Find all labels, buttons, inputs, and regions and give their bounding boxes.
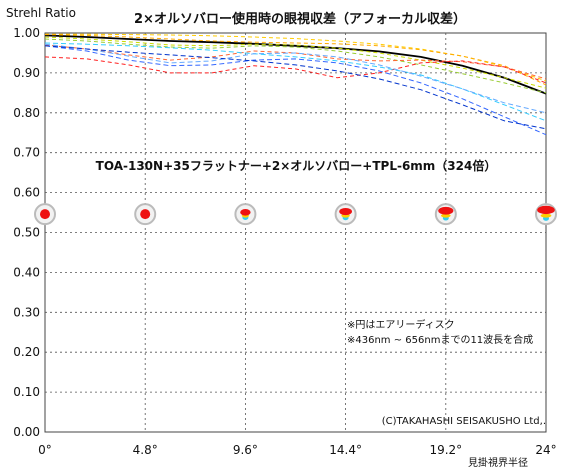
- x-tick-label: 9.6°: [233, 443, 258, 457]
- note-airy-disk: ※円はエアリーディスク: [347, 318, 455, 331]
- series-line: [44, 56, 547, 84]
- series-line: [44, 45, 547, 130]
- y-tick-label: 0.60: [13, 186, 40, 200]
- y-tick-label: 0.40: [13, 265, 40, 279]
- y-tick-labels: 0.00 0.10 0.20 0.30 0.40 0.50 0.60 0.70 0.80 0.90…: [13, 26, 40, 439]
- spot-red: [537, 205, 555, 215]
- x-tick-label: 19.2°: [429, 443, 462, 457]
- spot-yellow: [441, 213, 451, 218]
- series-line: [44, 38, 547, 94]
- series-line: [45, 33, 547, 82]
- x-tick-label: 4.8°: [133, 443, 158, 457]
- spot-diagram: [34, 203, 56, 226]
- x-tick-label: 14.4°: [329, 443, 362, 457]
- y-tick-label: 0.50: [13, 226, 40, 240]
- note-wavelengths: ※436nm ~ 656nmまでの11波長を合成: [347, 333, 533, 346]
- chart-subtitle: TOA-130N+35フラットナー+2×オルソバロー+TPL-6mm（324倍）: [96, 158, 497, 173]
- spot-red: [339, 207, 352, 216]
- x-tick-labels: 0° 4.8° 9.6° 14.4° 19.2° 24°: [38, 443, 556, 457]
- y-axis-label: Strehl Ratio: [6, 6, 76, 20]
- x-tick-label: 0°: [38, 443, 52, 457]
- x-axis-label: 見掛視界半径: [468, 456, 528, 469]
- y-tick-label: 0.70: [13, 146, 40, 160]
- spot-diagram: [234, 203, 257, 226]
- y-tick-label: 0.80: [13, 106, 40, 120]
- y-tick-label: 0.20: [13, 345, 40, 359]
- y-tick-label: 0.90: [13, 66, 40, 80]
- spot-diagrams: [34, 203, 557, 226]
- spot-diagram: [535, 203, 557, 226]
- y-tick-label: 1.00: [13, 26, 40, 40]
- spot-diagram: [334, 203, 357, 226]
- y-tick-label: 0.00: [13, 425, 40, 439]
- copyright-credit: (C)TAKAHASHI SEISAKUSHO Ltd,.: [382, 416, 546, 427]
- spot-yellow: [540, 213, 552, 218]
- series-line: [44, 34, 547, 86]
- series-line: [44, 42, 547, 122]
- spot-diagram: [134, 203, 157, 226]
- spot-red: [240, 209, 251, 216]
- chart-title: 2×オルソバロー使用時の眼視収差（アフォーカル収差）: [134, 11, 466, 27]
- series-line: [44, 43, 547, 114]
- series-line: [44, 45, 547, 136]
- spot-red: [140, 209, 151, 220]
- grid: [44, 32, 547, 433]
- spot-red: [438, 206, 454, 215]
- spot-red: [40, 209, 50, 220]
- spot-diagram: [434, 203, 457, 226]
- y-tick-label: 0.10: [13, 385, 40, 399]
- series-line: [44, 34, 547, 95]
- series-lines: [44, 33, 547, 136]
- x-tick-label: 24°: [535, 443, 556, 457]
- y-tick-label: 0.30: [13, 305, 40, 319]
